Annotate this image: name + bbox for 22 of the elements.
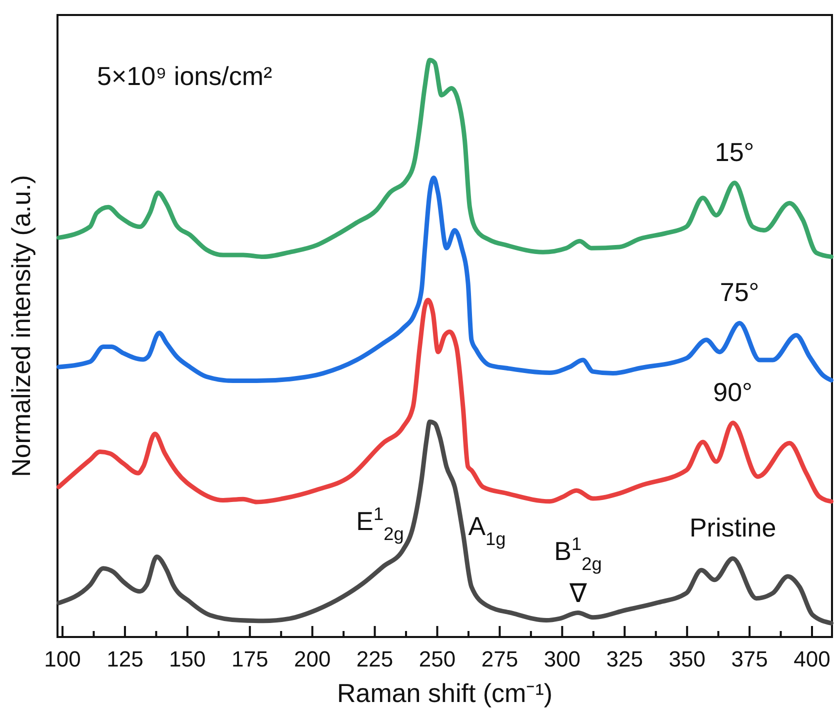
annotation: A$_{1g}$ [468, 511, 506, 549]
x-axis-title: Raman shift (cm⁻¹) [336, 678, 553, 708]
x-tick-label: 350 [668, 646, 706, 672]
x-tick-label: 125 [106, 646, 144, 672]
y-axis-title: Normalized intensity (a.u.) [6, 175, 36, 477]
series-label: Pristine [689, 512, 776, 543]
x-tick-label: 275 [481, 646, 518, 672]
x-tick-label: 100 [44, 646, 81, 672]
series-label: 75° [720, 277, 760, 308]
x-tick-label: 225 [356, 646, 394, 672]
x-tick-label: 375 [731, 646, 768, 672]
series-label: 90° [713, 376, 752, 407]
annotation: ∇ [568, 578, 588, 608]
x-tick-label: 200 [294, 646, 331, 672]
series-label: 15° [714, 136, 754, 167]
annotation: 5×10⁹ ions/cm² [97, 61, 272, 91]
x-tick-label: 300 [544, 646, 581, 672]
x-tick-label: 400 [794, 646, 830, 672]
x-tick-label: 250 [418, 646, 456, 672]
x-tick-label: 325 [606, 646, 643, 672]
x-tick-label: 175 [232, 646, 268, 672]
x-tick-label: 150 [169, 646, 206, 672]
